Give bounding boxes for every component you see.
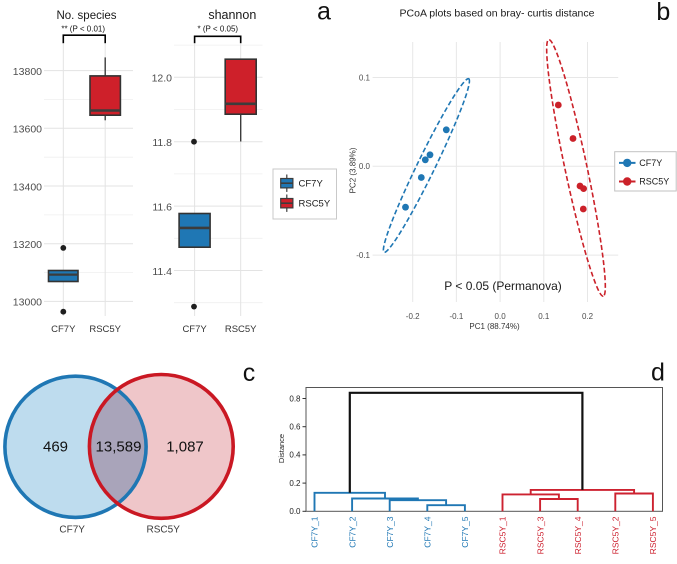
svg-text:RSC5Y: RSC5Y (89, 324, 121, 335)
svg-text:PC2 (3.89%): PC2 (3.89%) (349, 147, 358, 193)
svg-text:CF7Y: CF7Y (182, 324, 207, 335)
svg-text:CF7Y_1: CF7Y_1 (310, 516, 320, 547)
svg-text:PCoA plots based on bray- curt: PCoA plots based on bray- curtis distanc… (400, 8, 595, 20)
svg-text:-0.1: -0.1 (450, 312, 464, 321)
svg-text:13000: 13000 (13, 297, 42, 309)
svg-text:0.8: 0.8 (289, 394, 301, 403)
svg-text:RSC5Y_5: RSC5Y_5 (648, 516, 658, 554)
svg-text:0.0: 0.0 (359, 162, 371, 171)
svg-text:RSC5Y_1: RSC5Y_1 (498, 516, 508, 554)
svg-text:* (P < 0.05): * (P < 0.05) (198, 25, 239, 34)
svg-text:11.8: 11.8 (152, 137, 172, 149)
svg-text:0.2: 0.2 (289, 479, 301, 488)
svg-text:469: 469 (43, 439, 68, 456)
svg-text:11.6: 11.6 (152, 201, 172, 213)
svg-text:shannon: shannon (208, 8, 256, 22)
svg-text:c: c (243, 359, 256, 387)
svg-text:13600: 13600 (13, 124, 42, 136)
svg-text:11.4: 11.4 (152, 266, 172, 278)
svg-text:1,087: 1,087 (166, 439, 204, 456)
svg-text:13800: 13800 (13, 66, 42, 78)
svg-text:CF7Y: CF7Y (59, 525, 85, 536)
svg-text:Distance: Distance (277, 434, 286, 463)
svg-text:PC1 (88.74%): PC1 (88.74%) (469, 322, 520, 331)
svg-text:-0.1: -0.1 (356, 251, 370, 260)
svg-text:a: a (317, 0, 331, 25)
svg-text:CF7Y: CF7Y (299, 179, 324, 190)
svg-text:No. species: No. species (56, 10, 116, 22)
svg-text:13200: 13200 (13, 239, 42, 251)
svg-text:0.1: 0.1 (359, 73, 371, 82)
svg-text:-0.2: -0.2 (406, 312, 420, 321)
svg-text:13,589: 13,589 (96, 439, 142, 456)
svg-text:0.6: 0.6 (289, 423, 301, 432)
svg-text:12.0: 12.0 (152, 73, 173, 85)
svg-text:P < 0.05 (Permanova): P < 0.05 (Permanova) (444, 279, 562, 293)
svg-text:RSC5Y_2: RSC5Y_2 (611, 516, 621, 554)
svg-text:0.0: 0.0 (495, 312, 507, 321)
svg-text:RSC5Y: RSC5Y (147, 525, 181, 536)
svg-text:b: b (656, 0, 670, 26)
svg-text:RSC5Y_4: RSC5Y_4 (573, 516, 583, 554)
svg-text:13400: 13400 (13, 181, 42, 193)
svg-text:CF7Y: CF7Y (639, 158, 662, 168)
svg-text:RSC5Y: RSC5Y (299, 199, 331, 210)
svg-text:0.1: 0.1 (538, 312, 550, 321)
svg-text:CF7Y_3: CF7Y_3 (385, 516, 395, 547)
svg-text:CF7Y: CF7Y (51, 324, 76, 335)
svg-text:0.2: 0.2 (582, 312, 594, 321)
svg-text:0.0: 0.0 (289, 507, 301, 516)
svg-text:RSC5Y: RSC5Y (225, 324, 257, 335)
svg-text:** (P < 0.01): ** (P < 0.01) (61, 25, 105, 34)
svg-text:CF7Y_2: CF7Y_2 (347, 516, 357, 547)
svg-text:CF7Y_5: CF7Y_5 (460, 516, 470, 547)
svg-text:CF7Y_4: CF7Y_4 (423, 516, 433, 547)
svg-text:0.4: 0.4 (289, 451, 301, 460)
svg-text:RSC5Y_3: RSC5Y_3 (535, 516, 545, 554)
svg-text:RSC5Y: RSC5Y (639, 177, 669, 187)
svg-text:d: d (651, 359, 665, 387)
